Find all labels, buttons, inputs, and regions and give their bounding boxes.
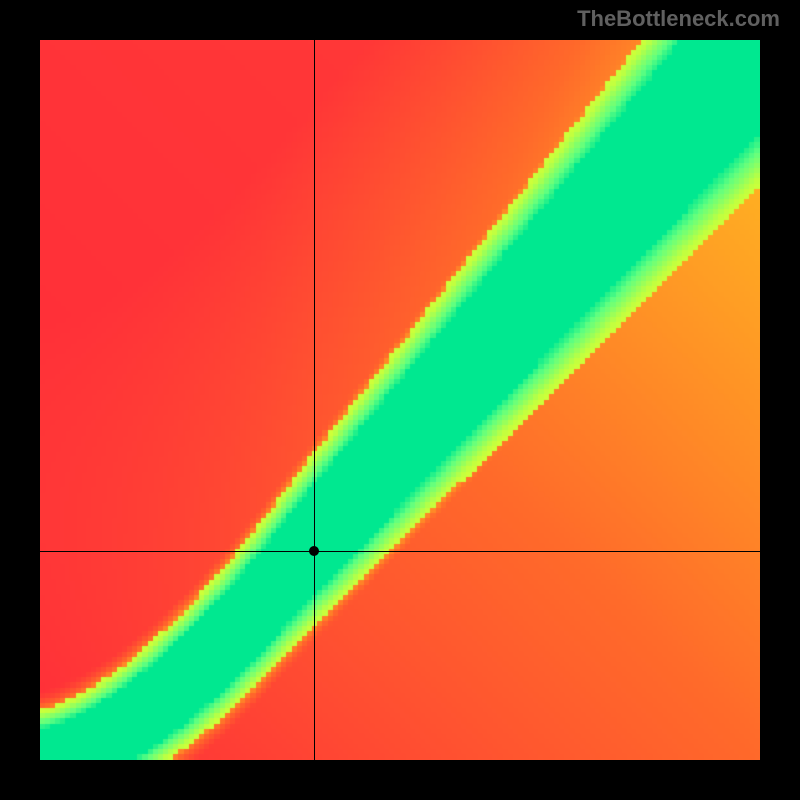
bottleneck-heatmap	[40, 40, 760, 760]
watermark-text: TheBottleneck.com	[577, 6, 780, 32]
crosshair-marker	[309, 546, 319, 556]
chart-container: TheBottleneck.com	[0, 0, 800, 800]
crosshair-vertical	[314, 40, 315, 760]
crosshair-horizontal	[40, 551, 760, 552]
